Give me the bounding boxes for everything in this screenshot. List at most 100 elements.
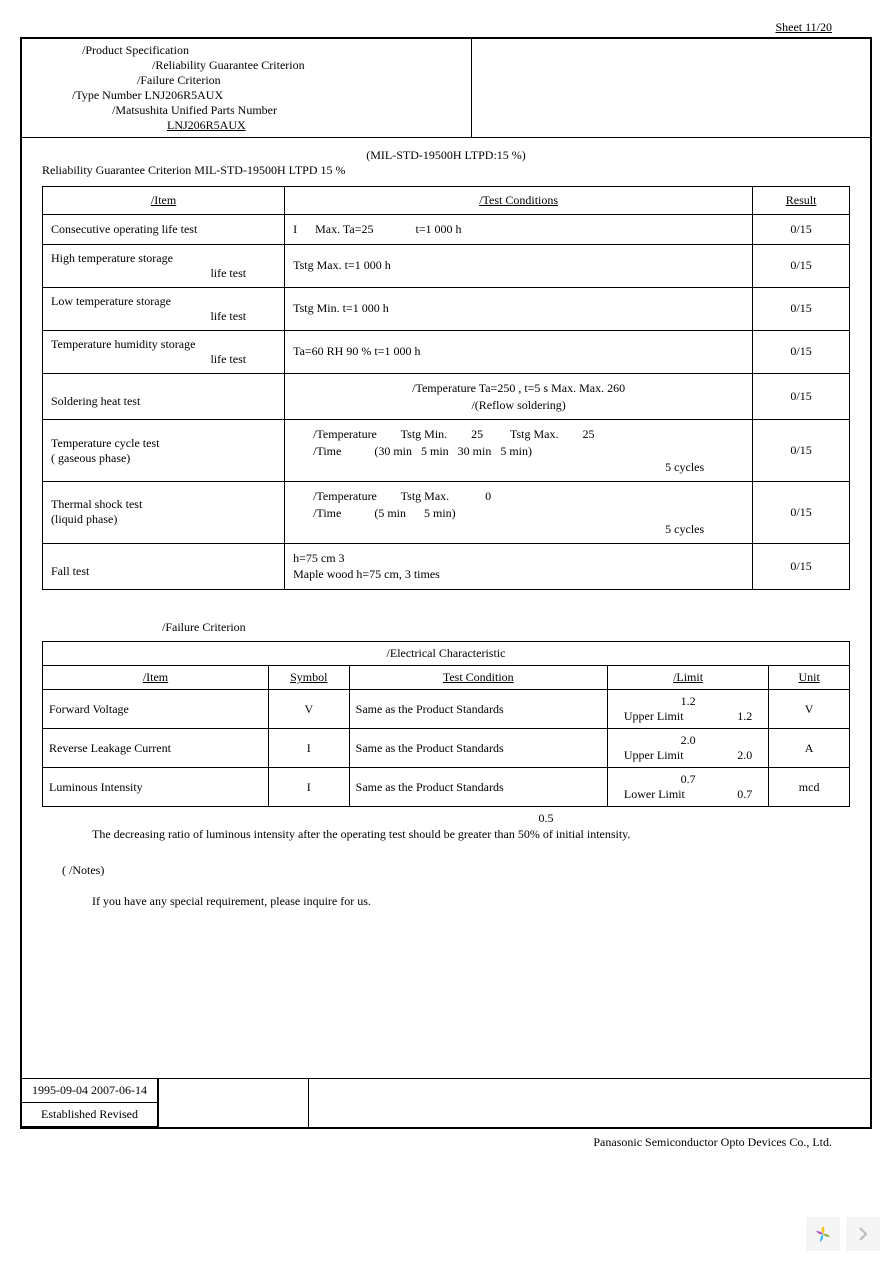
item-subtext: life test xyxy=(51,266,276,281)
t2-symbol: I xyxy=(268,768,349,807)
cond-cell: I Max. Ta=25 t=1 000 h xyxy=(285,215,753,245)
reliability-label: /Reliability Guarantee Criterion xyxy=(72,58,471,73)
t2-cond: Same as the Product Standards xyxy=(349,729,607,768)
footer-estrev: Established Revised xyxy=(22,1103,157,1127)
t2-item: Reverse Leakage Current xyxy=(43,729,269,768)
cond-cell: /Temperature Tstg Min. 25 Tstg Max. 25 /… xyxy=(285,420,753,482)
col-item-header: /Item xyxy=(43,187,285,215)
item-text: Soldering heat test xyxy=(51,384,276,409)
t2-cond: Same as the Product Standards xyxy=(349,768,607,807)
footer-dates-table: 1995-09-04 2007-06-14 Established Revise… xyxy=(22,1079,158,1127)
cond-text: Ta=60 RH 90 % t=1 000 h xyxy=(293,343,744,360)
cond-cell: h=75 cm 3 Maple wood h=75 cm, 3 times xyxy=(285,543,753,590)
cond-cell: Ta=60 RH 90 % t=1 000 h xyxy=(285,330,753,373)
mupn-label: /Matsushita Unified Parts Number xyxy=(72,103,471,118)
notes-area: 0.5 The decreasing ratio of luminous int… xyxy=(42,807,850,913)
table-row: High temperature storage life test Tstg … xyxy=(43,244,850,287)
table-row: Reverse Leakage Current I Same as the Pr… xyxy=(43,729,850,768)
item-cell: Temperature cycle test ( gaseous phase) xyxy=(43,420,285,482)
notes-label: ( /Notes) xyxy=(62,863,830,878)
table-row: Thermal shock test (liquid phase) /Tempe… xyxy=(43,481,850,543)
table-row: Fall test h=75 cm 3 Maple wood h=75 cm, … xyxy=(43,543,850,590)
cond-cell: Tstg Min. t=1 000 h xyxy=(285,287,753,330)
table-header-row: /Item /Test Conditions Result xyxy=(43,187,850,215)
item-text: High temperature storage xyxy=(51,251,276,266)
type-number: /Type Number LNJ206R5AUX xyxy=(72,88,471,103)
result-cell: 0/15 xyxy=(753,420,850,482)
ratio-note: The decreasing ratio of luminous intensi… xyxy=(62,826,830,843)
next-page-button[interactable] xyxy=(846,1217,880,1251)
item-cell: Fall test xyxy=(43,543,285,590)
limit-value: 0.7 xyxy=(614,772,762,787)
cond-cell: Tstg Max. t=1 000 h xyxy=(285,244,753,287)
col-result-header: Result xyxy=(753,187,850,215)
table-row: /Electrical Characteristic xyxy=(43,642,850,666)
footer-dates: 1995-09-04 2007-06-14 xyxy=(22,1079,157,1103)
cond-tail: 5 cycles xyxy=(293,460,744,475)
t2-unit: A xyxy=(769,729,850,768)
t2-limit-header: /Limit xyxy=(607,666,768,690)
t2-symbol: V xyxy=(268,690,349,729)
cond-text: /Temperature Ta=250 , t=5 s Max. Max. 26… xyxy=(293,380,744,414)
t2-unit: mcd xyxy=(769,768,850,807)
item-text: Temperature cycle test ( gaseous phase) xyxy=(51,436,276,466)
result-cell: 0/15 xyxy=(753,481,850,543)
failure-label: /Failure Criterion xyxy=(72,73,471,88)
result-cell: 0/15 xyxy=(753,373,850,420)
item-text: Low temperature storage xyxy=(51,294,276,309)
limit-num: 2.0 xyxy=(737,748,752,763)
item-cell: High temperature storage life test xyxy=(43,244,285,287)
header-right xyxy=(472,39,871,137)
t2-item: Forward Voltage xyxy=(43,690,269,729)
notes-body: If you have any special requirement, ple… xyxy=(62,894,830,909)
ratio-value: 0.5 xyxy=(62,811,830,826)
item-subtext: life test xyxy=(51,352,276,367)
cond-cell: /Temperature Tstg Max. 0 /Time (5 min 5 … xyxy=(285,481,753,543)
limit-num: 0.7 xyxy=(737,787,752,802)
spec-label: /Product Specification xyxy=(72,43,471,58)
reliability-table: /Item /Test Conditions Result Consecutiv… xyxy=(42,186,850,590)
item-text: Fall test xyxy=(51,554,276,579)
t2-symbol: I xyxy=(268,729,349,768)
item-subtext: life test xyxy=(51,309,276,324)
limit-value: 2.0 xyxy=(614,733,762,748)
t2-limit: 0.7 Lower Limit0.7 xyxy=(607,768,768,807)
part-number: LNJ206R5AUX xyxy=(72,118,471,133)
mil-std-text: Reliability Guarantee Criterion MIL-STD-… xyxy=(42,163,850,178)
t2-limit: 2.0 Upper Limit2.0 xyxy=(607,729,768,768)
item-cell: Thermal shock test (liquid phase) xyxy=(43,481,285,543)
failure-table: /Electrical Characteristic /Item Symbol … xyxy=(42,641,850,807)
t2-limit: 1.2 Upper Limit1.2 xyxy=(607,690,768,729)
item-text: Thermal shock test (liquid phase) xyxy=(51,497,276,527)
limit-label: Upper Limit xyxy=(624,748,684,763)
col-cond-header: /Test Conditions xyxy=(285,187,753,215)
cond-tail: 5 cycles xyxy=(293,522,744,537)
sheet-number: Sheet 11/20 xyxy=(20,20,872,35)
result-cell: 0/15 xyxy=(753,543,850,590)
item-cell: Consecutive operating life test xyxy=(43,215,285,245)
cond-text: Tstg Max. t=1 000 h xyxy=(293,257,744,274)
result-cell: 0/15 xyxy=(753,330,850,373)
cond-cell: /Temperature Ta=250 , t=5 s Max. Max. 26… xyxy=(285,373,753,420)
document-frame: /Product Specification /Reliability Guar… xyxy=(20,37,872,1129)
cond-text: /Temperature Tstg Max. 0 /Time (5 min 5 … xyxy=(293,488,744,522)
header-block: /Product Specification /Reliability Guar… xyxy=(22,39,870,138)
nav-widget xyxy=(806,1217,880,1251)
table-row: Temperature cycle test ( gaseous phase) … xyxy=(43,420,850,482)
item-cell: Temperature humidity storage life test xyxy=(43,330,285,373)
t2-item-header: /Item xyxy=(43,666,269,690)
table-header-row: /Item Symbol Test Condition /Limit Unit xyxy=(43,666,850,690)
footer: 1995-09-04 2007-06-14 Established Revise… xyxy=(22,1078,870,1127)
limit-value: 1.2 xyxy=(614,694,762,709)
table-row: Consecutive operating life test I Max. T… xyxy=(43,215,850,245)
logo-icon[interactable] xyxy=(806,1217,840,1251)
cond-text: h=75 cm 3 Maple wood h=75 cm, 3 times xyxy=(293,550,744,584)
footer-left: 1995-09-04 2007-06-14 Established Revise… xyxy=(22,1079,159,1127)
table-row: Luminous Intensity I Same as the Product… xyxy=(43,768,850,807)
footer-mid xyxy=(159,1079,309,1127)
limit-label: Upper Limit xyxy=(624,709,684,724)
t2-symbol-header: Symbol xyxy=(268,666,349,690)
footer-right xyxy=(309,1079,870,1127)
t2-unit: V xyxy=(769,690,850,729)
failure-criterion-title: /Failure Criterion xyxy=(42,620,850,635)
